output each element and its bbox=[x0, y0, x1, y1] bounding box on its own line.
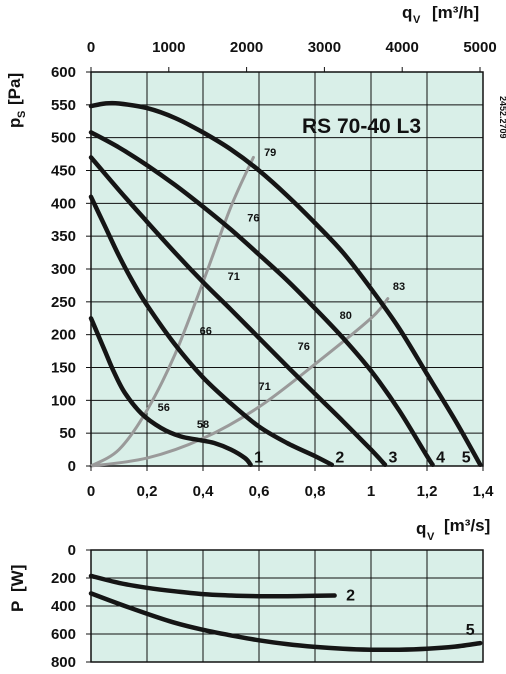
bottom-axis-label-unit: [m³/s] bbox=[444, 516, 490, 535]
pressure-curve-4 bbox=[88, 130, 435, 467]
efficiency-label: 66 bbox=[200, 326, 212, 338]
x-tick-label: 1,2 bbox=[417, 483, 438, 500]
power-plot-grid bbox=[90, 549, 484, 663]
y-tick-label: 550 bbox=[51, 97, 76, 114]
top-tick-label: 4000 bbox=[386, 39, 419, 56]
power-y-tick-label: 400 bbox=[51, 598, 76, 615]
efficiency-label: 79 bbox=[264, 147, 276, 159]
curve-label-2: 2 bbox=[335, 450, 344, 467]
y-tick-label: 200 bbox=[51, 327, 76, 344]
y-tick-label: 150 bbox=[51, 360, 76, 377]
pressure-curve-3 bbox=[88, 155, 388, 467]
pressure-curves bbox=[88, 100, 483, 467]
x-tick-label: 0 bbox=[87, 483, 95, 500]
top-tick-label: 1000 bbox=[152, 39, 185, 56]
top-tick-label: 5000 bbox=[463, 39, 496, 56]
efficiency-label: 56 bbox=[158, 402, 170, 414]
power-curve-5 bbox=[88, 591, 483, 653]
power-axis-label-unit: [W] bbox=[8, 565, 27, 592]
efficiency-line bbox=[89, 297, 390, 468]
pressure-curve-1 bbox=[88, 316, 253, 467]
y-tick-label: 100 bbox=[51, 392, 76, 409]
power-y-tick-label: 600 bbox=[51, 626, 76, 643]
y-tick-label: 500 bbox=[51, 130, 76, 147]
x-tick-label: 1,4 bbox=[473, 483, 495, 500]
efficiency-label: 80 bbox=[340, 310, 352, 322]
model-label: RS 70-40 L3 bbox=[302, 115, 421, 138]
bottom-axis-label-main: q bbox=[416, 519, 426, 538]
efficiency-label: 58 bbox=[197, 419, 209, 431]
efficiency-label: 83 bbox=[393, 281, 405, 293]
y-tick-label: 0 bbox=[68, 458, 76, 475]
x-tick-label: 0,2 bbox=[137, 483, 158, 500]
pressure-curve-2 bbox=[88, 194, 335, 467]
pressure-axis-label-unit: [Pa] bbox=[5, 73, 24, 105]
y-tick-label: 450 bbox=[51, 163, 76, 180]
power-axes: 0 200 400 600 800 bbox=[51, 542, 91, 671]
top-axis-label-main: q bbox=[402, 3, 412, 22]
power-curve-labels: 25 bbox=[346, 588, 475, 640]
x-tick-label: 0,6 bbox=[249, 483, 270, 500]
power-y-tick-label: 800 bbox=[51, 654, 76, 671]
pressure-axis-label-main: p bbox=[5, 118, 24, 128]
power-plot-panel: 25 bbox=[88, 549, 484, 663]
y-tick-label: 350 bbox=[51, 228, 76, 245]
efficiency-line bbox=[89, 155, 255, 468]
y-tick-label: 400 bbox=[51, 195, 76, 212]
power-curves bbox=[88, 573, 483, 653]
x-tick-label: 1 bbox=[367, 483, 375, 500]
pressure-curve-5 bbox=[88, 100, 483, 467]
x-tick-label: 0,4 bbox=[193, 483, 215, 500]
bottom-axis-label-sub: V bbox=[427, 531, 435, 543]
efficiency-lines bbox=[89, 155, 390, 468]
x-tick-label: 0,8 bbox=[305, 483, 326, 500]
top-tick-label: 0 bbox=[87, 39, 95, 56]
y-tick-label: 50 bbox=[59, 425, 76, 442]
power-y-tick-label: 0 bbox=[68, 542, 76, 559]
y-tick-label: 600 bbox=[51, 64, 76, 81]
y-tick-label: 300 bbox=[51, 261, 76, 278]
efficiency-labels: 79 76 71 66 56 58 83 80 76 71 bbox=[158, 147, 405, 431]
power-curve-2 bbox=[88, 573, 337, 599]
curve-label-5: 5 bbox=[462, 450, 471, 467]
power-axis-label-main: P bbox=[8, 601, 27, 612]
power-curve-label-5: 5 bbox=[466, 622, 475, 639]
efficiency-label: 71 bbox=[228, 271, 240, 283]
top-axis-label-unit: [m³/h] bbox=[432, 3, 479, 22]
curve-label-1: 1 bbox=[254, 450, 263, 467]
top-tick-label: 2000 bbox=[230, 39, 263, 56]
curve-label-3: 3 bbox=[389, 450, 398, 467]
curve-label-4: 4 bbox=[436, 450, 445, 467]
pressure-axes: 0 0,2 0,4 0,6 0,8 1 1,2 1,405010015020025030035… bbox=[51, 39, 497, 500]
pressure-axis-label-sub: S bbox=[16, 111, 28, 118]
y-tick-label: 250 bbox=[51, 294, 76, 311]
efficiency-label: 76 bbox=[298, 341, 310, 353]
top-axis-label-sub: V bbox=[413, 14, 421, 26]
power-curve-label-2: 2 bbox=[346, 588, 355, 605]
power-y-tick-label: 200 bbox=[51, 570, 76, 587]
drawing-code: 2452.2709 bbox=[498, 96, 506, 139]
efficiency-label: 71 bbox=[258, 381, 270, 393]
efficiency-label: 76 bbox=[247, 213, 259, 225]
top-tick-label: 3000 bbox=[308, 39, 341, 56]
